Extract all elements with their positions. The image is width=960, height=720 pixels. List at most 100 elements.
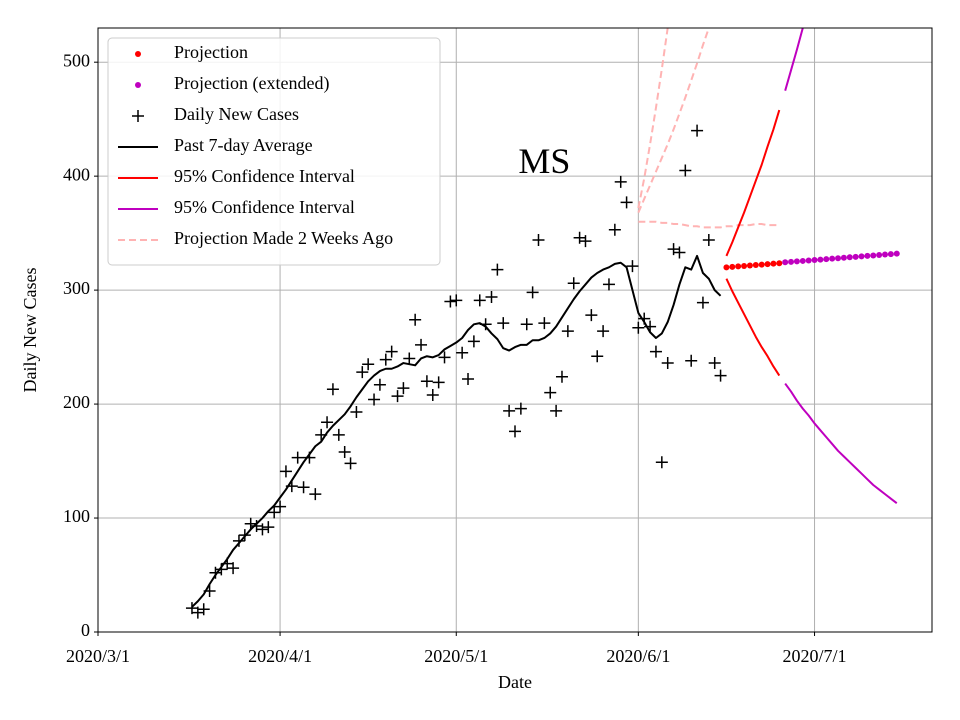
plus-marker xyxy=(620,196,633,209)
plus-marker xyxy=(538,317,551,330)
plus-marker xyxy=(232,534,245,547)
plus-marker xyxy=(485,290,498,303)
x-tick-label: 2020/3/1 xyxy=(66,646,130,666)
plus-marker xyxy=(432,376,445,389)
plus-marker xyxy=(397,382,410,395)
x-tick-label: 2020/6/1 xyxy=(606,646,670,666)
x-tick-label: 2020/4/1 xyxy=(248,646,312,666)
plus-marker xyxy=(373,378,386,391)
point xyxy=(752,262,759,269)
plus-marker xyxy=(561,325,574,338)
plus-marker xyxy=(344,457,357,470)
point xyxy=(723,264,730,271)
plus-marker xyxy=(262,521,275,534)
plus-marker xyxy=(462,373,475,386)
plus-marker xyxy=(420,375,433,388)
y-tick-label: 500 xyxy=(63,50,90,70)
plus-marker xyxy=(708,357,721,370)
plus-marker xyxy=(274,500,287,513)
plus-marker xyxy=(338,445,351,458)
y-tick-label: 0 xyxy=(81,620,90,640)
plus-marker xyxy=(326,383,339,396)
plot-area xyxy=(185,28,900,619)
plus-marker xyxy=(473,294,486,307)
plus-marker xyxy=(602,278,615,291)
plus-marker xyxy=(491,263,504,276)
legend-label: Projection Made 2 Weeks Ago xyxy=(174,228,393,248)
point xyxy=(793,258,800,265)
legend-label: Daily New Cases xyxy=(174,104,299,124)
plus-marker xyxy=(268,506,281,519)
plus-marker xyxy=(585,309,598,322)
plus-marker xyxy=(356,366,369,379)
plus-marker xyxy=(714,369,727,382)
plus-marker xyxy=(673,246,686,259)
plus-marker xyxy=(415,338,428,351)
point xyxy=(746,262,753,269)
plus-marker xyxy=(685,354,698,367)
point xyxy=(811,257,818,264)
legend-marker xyxy=(135,82,141,88)
plus-marker xyxy=(497,317,510,330)
point xyxy=(799,257,806,264)
plus-marker xyxy=(379,353,392,366)
plus-marker xyxy=(696,296,709,309)
line xyxy=(725,278,781,377)
line xyxy=(191,254,722,608)
point xyxy=(817,256,824,263)
point xyxy=(735,263,742,270)
legend-label: Projection (extended) xyxy=(174,73,329,94)
plus-marker xyxy=(403,352,416,365)
plus-marker xyxy=(520,318,533,331)
legend-label: 95% Confidence Interval xyxy=(174,166,355,186)
plus-marker xyxy=(702,233,715,246)
dashed-line xyxy=(638,220,780,229)
point xyxy=(852,253,859,260)
plus-marker xyxy=(691,124,704,137)
plus-marker xyxy=(350,406,363,419)
plus-marker xyxy=(467,335,480,348)
plus-marker xyxy=(450,294,463,307)
plus-marker xyxy=(579,235,592,248)
y-tick-label: 300 xyxy=(63,278,90,298)
plus-marker xyxy=(591,350,604,363)
plus-marker xyxy=(655,456,668,469)
point xyxy=(858,253,865,260)
plus-marker xyxy=(626,260,639,273)
legend-marker xyxy=(135,51,141,57)
labels: 0 100 200 300 400 500 2020/3/1 2020/4/1 2020/5/1… xyxy=(63,37,847,666)
point xyxy=(840,254,847,261)
point xyxy=(893,250,900,257)
point xyxy=(758,261,765,268)
plus-marker xyxy=(197,603,210,616)
plus-marker xyxy=(368,393,381,406)
point xyxy=(782,259,789,266)
point xyxy=(870,252,877,259)
plus-marker xyxy=(227,562,240,575)
plus-marker xyxy=(632,321,645,334)
annotation: MS xyxy=(518,141,570,181)
plus-marker xyxy=(456,346,469,359)
plus-marker xyxy=(614,175,627,188)
plus-marker xyxy=(256,523,269,536)
point xyxy=(887,251,894,258)
point xyxy=(764,261,771,268)
plus-marker xyxy=(514,402,527,415)
plus-marker xyxy=(608,223,621,236)
plus-marker xyxy=(279,465,292,478)
point xyxy=(835,255,842,262)
dashed-line xyxy=(637,28,669,209)
plus-marker xyxy=(597,325,610,338)
legend-marker xyxy=(132,110,144,122)
legend-label: 95% Confidence Interval xyxy=(174,197,355,217)
y-axis-label: Daily New Cases xyxy=(20,268,40,393)
plus-marker xyxy=(332,428,345,441)
plus-marker xyxy=(567,277,580,290)
plus-marker xyxy=(509,425,521,438)
plus-marker xyxy=(526,286,539,299)
y-tick-label: 400 xyxy=(63,164,90,184)
plus-marker xyxy=(544,386,557,399)
plus-marker xyxy=(444,295,457,308)
dashed-line xyxy=(637,28,710,214)
